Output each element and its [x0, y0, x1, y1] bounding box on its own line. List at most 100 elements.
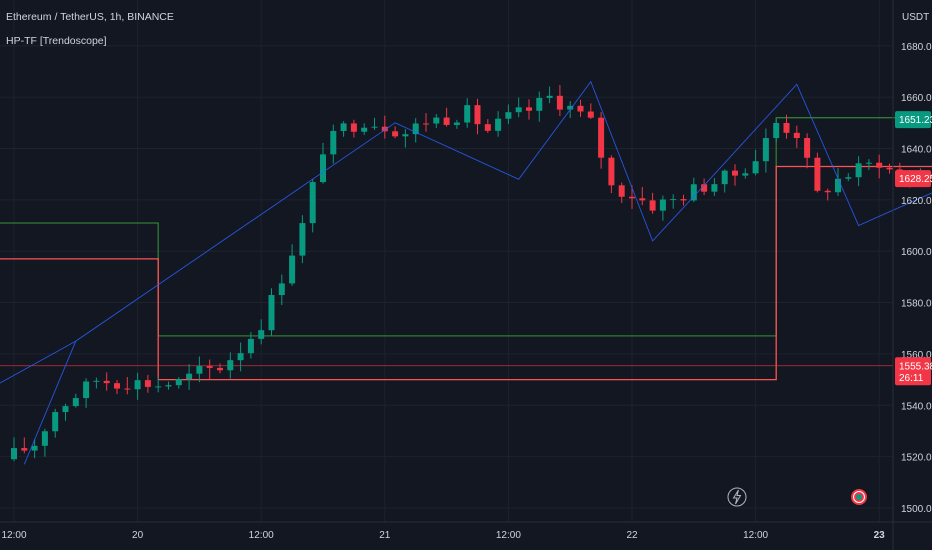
x-tick-label: 20 [132, 530, 144, 541]
candle-body [361, 127, 368, 132]
candle-body [268, 295, 275, 331]
x-tick-label: 23 [874, 530, 886, 541]
candle-body [124, 388, 131, 390]
candle-body [804, 138, 811, 158]
candle-body [11, 448, 17, 460]
candle-body [690, 184, 697, 201]
candle-body [330, 130, 337, 155]
candle-body [536, 97, 543, 111]
candle-body [21, 448, 28, 451]
y-tick-label: 1620.00 [901, 196, 932, 207]
zigzag-pattern [0, 80, 932, 465]
lightning-icon[interactable] [727, 487, 747, 507]
candle-body [320, 154, 326, 183]
candle-body [278, 283, 285, 296]
candle-body [556, 95, 563, 110]
candle-body [62, 406, 69, 413]
currency-label: USDT [902, 12, 930, 23]
candle-body [175, 379, 182, 386]
x-tick-label: 22 [626, 530, 638, 541]
candle-body [423, 123, 429, 125]
candle-body [835, 178, 841, 193]
candle-body [608, 157, 615, 186]
candle-body [196, 366, 203, 374]
x-tick-label: 12:00 [743, 530, 768, 541]
candle-body [165, 385, 172, 387]
candle-body [443, 117, 450, 125]
candle-body [752, 161, 759, 174]
red-level-tag-box [895, 170, 931, 188]
candle-body [227, 360, 234, 371]
candle-body [484, 124, 491, 131]
x-tick-label: 12:00 [249, 530, 274, 541]
candle-body [618, 185, 625, 197]
candle-body [824, 190, 831, 193]
candle-body [670, 199, 677, 201]
candle-body [289, 255, 296, 284]
trend-levels [0, 117, 932, 381]
y-tick-label: 1580.00 [901, 299, 932, 310]
current-price-tag-box [895, 357, 931, 386]
candle-body [474, 105, 481, 125]
candle-body [309, 182, 316, 224]
candle-body [392, 131, 399, 137]
candle-body [186, 373, 193, 380]
green-level-tag-box [895, 111, 931, 129]
candle-body [31, 445, 38, 451]
candle-body [464, 105, 471, 123]
candle-body [144, 380, 151, 387]
candle-body [855, 163, 862, 178]
candle-body [732, 170, 738, 176]
symbol-title[interactable]: Ethereum / TetherUS, 1h, BINANCE [6, 11, 174, 23]
candle-body [598, 117, 605, 158]
candle-body [742, 173, 749, 176]
zigzag-line [0, 80, 932, 465]
x-tick-label: 12:00 [496, 530, 521, 541]
current-price-tag-value: 1555.38 [899, 361, 932, 372]
current-price-tag-countdown: 26:11 [899, 373, 924, 384]
y-tick-label: 1660.00 [901, 93, 932, 104]
candle-body [793, 132, 800, 139]
candle-body [155, 386, 162, 388]
candle-body [567, 105, 574, 110]
red-level-tag-value: 1628.25 [899, 174, 932, 185]
candle-body [103, 380, 110, 384]
candle-body [886, 167, 893, 170]
y-tick-label: 1600.00 [901, 247, 932, 258]
candle-body [515, 107, 522, 113]
candle-body [134, 380, 141, 390]
candle-body [114, 383, 120, 389]
candle-body [237, 353, 244, 361]
candle-body [371, 126, 378, 128]
candle-body [52, 412, 59, 432]
candle-body [876, 162, 883, 168]
candle-body [721, 170, 728, 185]
red-level-line [0, 165, 932, 381]
candle-body [845, 177, 852, 179]
green-level-tag-value: 1651.23 [899, 115, 932, 126]
candle-body [381, 126, 388, 132]
candle-body [72, 398, 79, 407]
chart-grid [0, 0, 893, 522]
candle-body [629, 196, 635, 199]
candle-body [711, 184, 718, 192]
candle-body [783, 123, 790, 133]
candle-body [526, 107, 532, 111]
candle-body [412, 123, 419, 135]
candle-body [587, 111, 594, 118]
candle-body [649, 200, 656, 211]
y-tick-label: 1500.00 [901, 504, 932, 515]
x-tick-label: 21 [379, 530, 391, 541]
y-tick-label: 1540.00 [901, 401, 932, 412]
candle-body [814, 157, 821, 191]
candle-body [701, 184, 708, 192]
candle-body [258, 330, 265, 339]
indicator-label[interactable]: HP-TF [Trendoscope] [6, 35, 107, 47]
earnings-event-icon[interactable] [851, 489, 867, 505]
candle-body [639, 198, 646, 201]
candle-body [340, 123, 347, 131]
candle-body [453, 122, 460, 125]
